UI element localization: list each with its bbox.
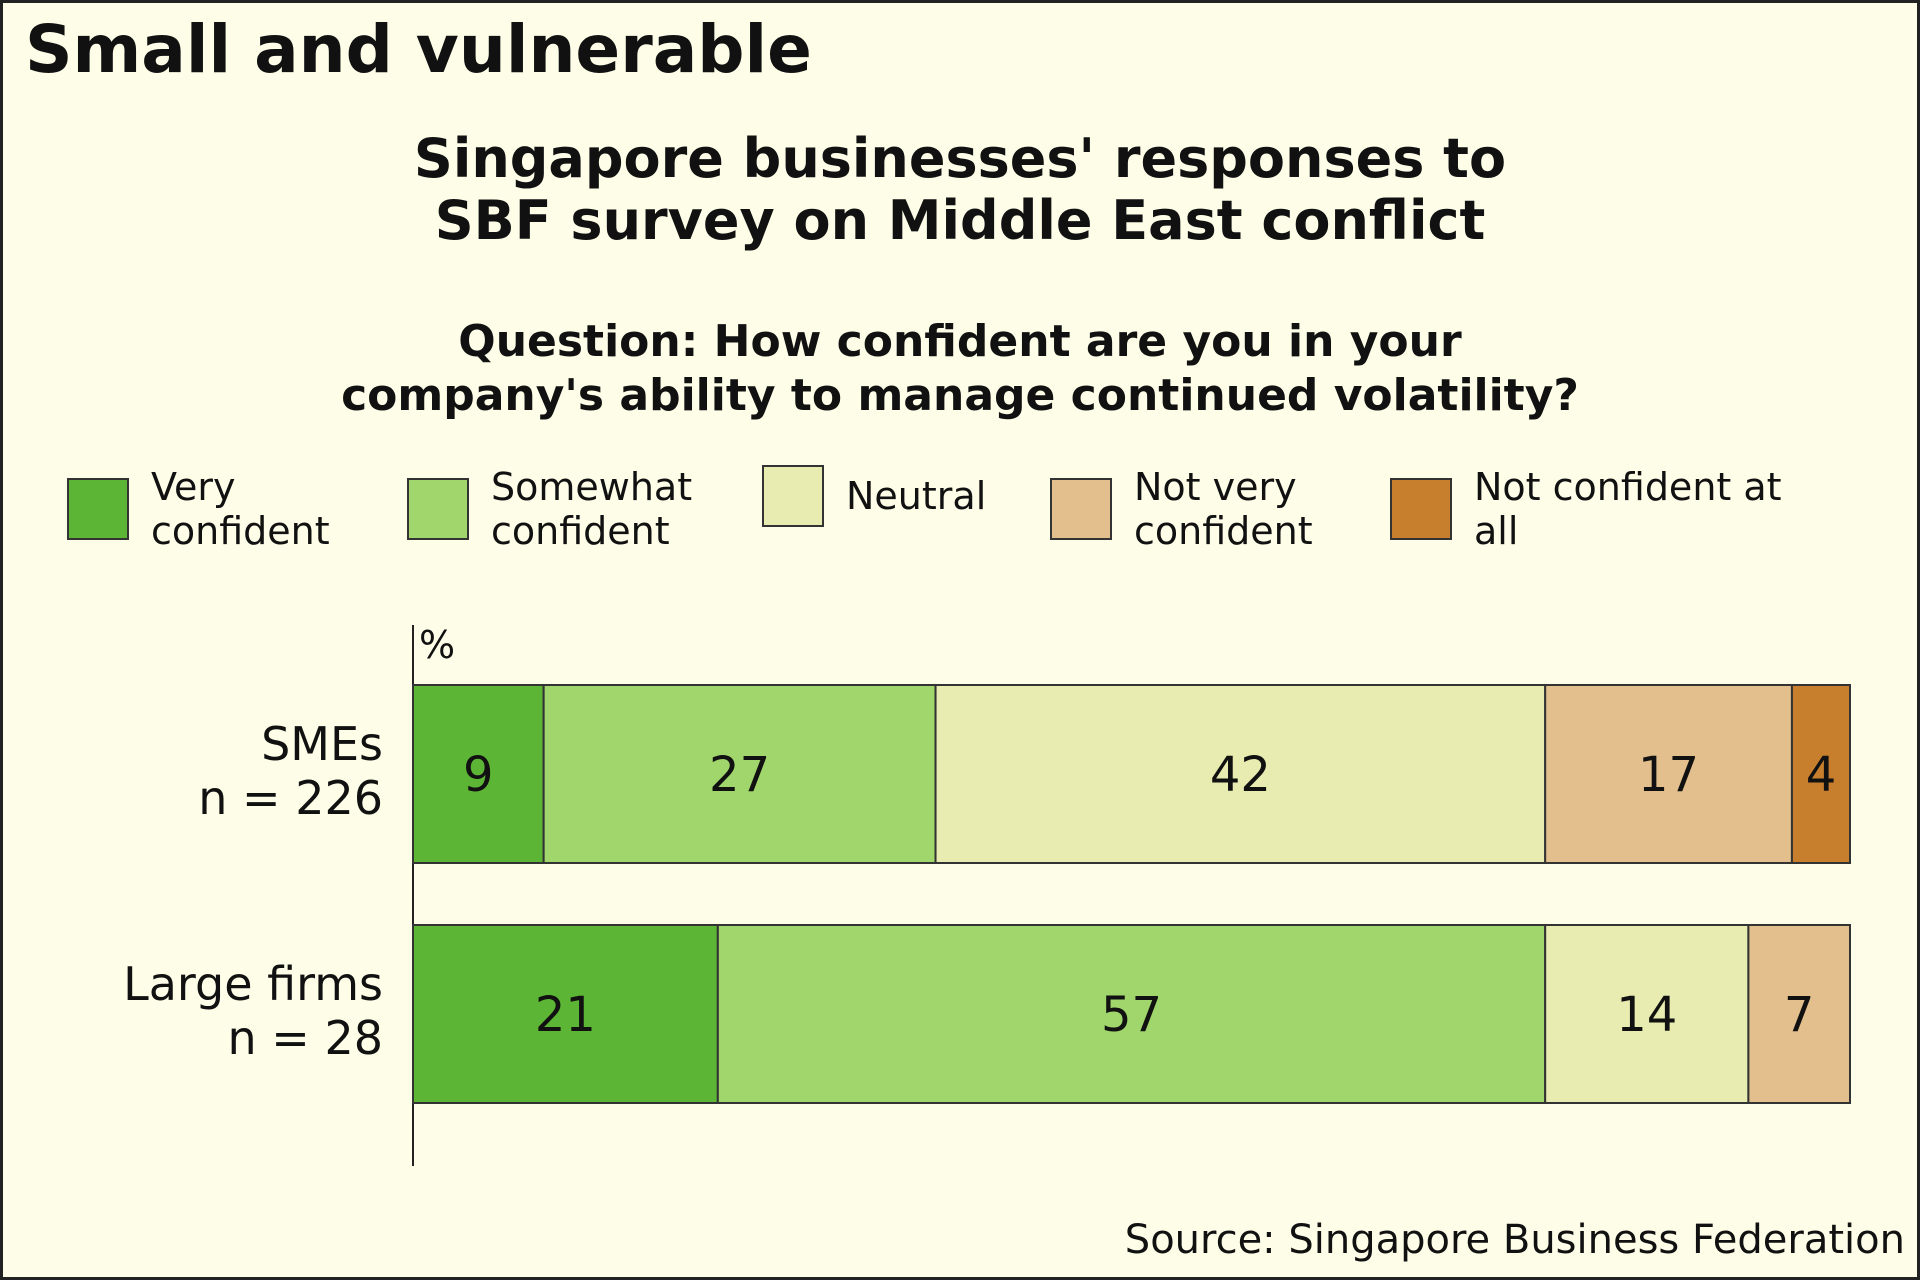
subtitle-line: SBF survey on Middle East conflict (434, 189, 1486, 252)
category-label: n = 28 (228, 1011, 383, 1065)
value-label: 21 (535, 987, 596, 1043)
legend-label: Not very confident (1134, 465, 1313, 553)
value-label: 14 (1616, 987, 1677, 1043)
value-label: 42 (1210, 747, 1271, 803)
question: Question: How confident are you in your … (3, 315, 1917, 423)
value-label: 17 (1638, 747, 1699, 803)
bar-segment (542, 684, 937, 864)
legend-swatch (407, 478, 469, 540)
subtitle: Singapore businesses' responses to SBF s… (3, 128, 1917, 252)
question-line: company's ability to manage continued vo… (341, 370, 1579, 421)
source: Source: Singapore Business Federation (1124, 1217, 1905, 1263)
legend-item: Not very confident (1050, 465, 1374, 553)
category-label: Large firms (123, 957, 383, 1011)
legend-swatch (67, 478, 129, 540)
legend-swatch (1050, 478, 1112, 540)
legend-swatch (762, 465, 824, 527)
unit-label: % (419, 623, 455, 667)
value-label: 4 (1806, 747, 1837, 803)
legend-item: Somewhat confident (407, 465, 751, 553)
value-label: 57 (1101, 987, 1162, 1043)
bar-segment (1544, 924, 1750, 1104)
legend-item: Not confident at all (1390, 465, 1814, 553)
chart-title: Small and vulnerable (25, 11, 812, 88)
legend-label: Very confident (151, 465, 330, 553)
value-label: 27 (709, 747, 770, 803)
value-label: 7 (1784, 987, 1815, 1043)
question-line: Question: How confident are you in your (458, 316, 1462, 367)
bar-segment (1747, 924, 1851, 1104)
legend-label: Not confident at all (1474, 465, 1782, 553)
legend-label: Neutral (846, 474, 987, 518)
legend-label: Somewhat confident (491, 465, 693, 553)
bar-segment (1790, 684, 1852, 864)
bar-segment (1544, 684, 1793, 864)
bar-segment (716, 924, 1547, 1104)
value-label: 9 (463, 747, 494, 803)
subtitle-line: Singapore businesses' responses to (413, 127, 1507, 190)
bar-segment (412, 924, 719, 1104)
category-label: n = 226 (198, 771, 383, 825)
legend-swatch (1390, 478, 1452, 540)
bar-segment (934, 684, 1547, 864)
legend-item: Neutral (762, 465, 1046, 527)
category-label: SMEs (261, 717, 383, 771)
legend-item: Very confident (67, 465, 391, 553)
